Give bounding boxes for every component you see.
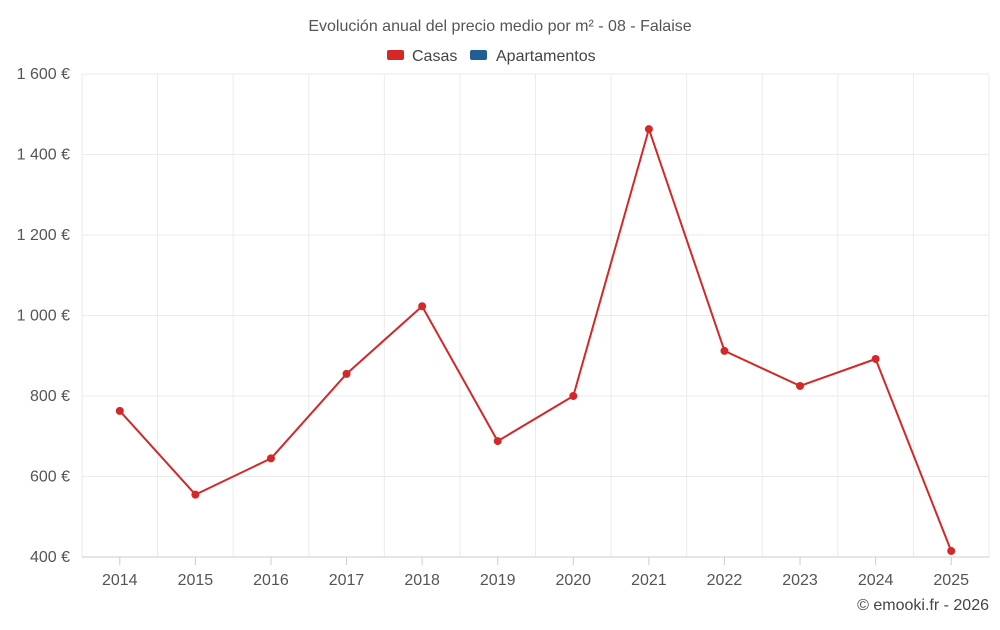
x-tick-label: 2025 — [933, 572, 969, 589]
legend-item-casas[interactable]: Casas — [387, 48, 457, 65]
x-tick-label: 2017 — [329, 572, 365, 589]
credit-text: © emooki.fr - 2026 — [857, 597, 989, 614]
data-point[interactable] — [493, 437, 502, 446]
legend: Casas Apartamentos — [387, 48, 596, 65]
x-tick-label: 2024 — [858, 572, 894, 589]
x-tick-label: 2018 — [404, 572, 440, 589]
legend-swatch-casas — [387, 50, 404, 60]
x-tick-label: 2016 — [253, 572, 289, 589]
y-tick-label: 800 € — [30, 388, 70, 405]
data-point[interactable] — [569, 392, 578, 400]
x-tick-label: 2014 — [102, 572, 138, 589]
data-point[interactable] — [871, 354, 880, 363]
data-point[interactable] — [418, 302, 427, 311]
grid — [81, 73, 990, 557]
y-axis: 400 € 600 € 800 € 1 000 € 1 200 € 1 400 € 1 60… — [17, 66, 70, 566]
legend-label-casas: Casas — [412, 48, 457, 65]
data-point[interactable] — [342, 369, 351, 378]
data-point[interactable] — [266, 454, 275, 463]
legend-label-apartamentos: Apartamentos — [496, 48, 596, 65]
data-point[interactable] — [947, 546, 956, 555]
y-tick-label: 1 600 € — [17, 66, 70, 83]
data-point[interactable] — [796, 381, 805, 390]
data-point[interactable] — [720, 346, 729, 355]
series-layer — [115, 125, 956, 555]
data-point[interactable] — [115, 406, 124, 415]
x-tick-label: 2019 — [480, 572, 516, 589]
x-tick-label: 2015 — [178, 572, 214, 589]
x-tick-label: 2023 — [782, 572, 818, 589]
x-axis: 2014 2015 2016 2017 2018 2019 2020 2021 2022 2023… — [82, 556, 989, 589]
chart-title: Evolución anual del precio medio por m² … — [308, 18, 691, 35]
y-tick-label: 600 € — [30, 469, 70, 486]
legend-item-apartamentos[interactable]: Apartamentos — [470, 48, 596, 65]
y-tick-label: 1 400 € — [17, 147, 70, 164]
x-tick-label: 2022 — [707, 572, 743, 589]
y-tick-label: 400 € — [30, 549, 70, 566]
y-tick-label: 1 000 € — [17, 308, 70, 325]
x-tick-label: 2021 — [631, 572, 667, 589]
y-tick-label: 1 200 € — [17, 227, 70, 244]
legend-swatch-apartamentos — [470, 50, 487, 60]
data-point[interactable] — [191, 490, 200, 499]
data-point[interactable] — [644, 125, 653, 134]
x-tick-label: 2020 — [555, 572, 591, 589]
series-line-casas — [119, 128, 953, 552]
